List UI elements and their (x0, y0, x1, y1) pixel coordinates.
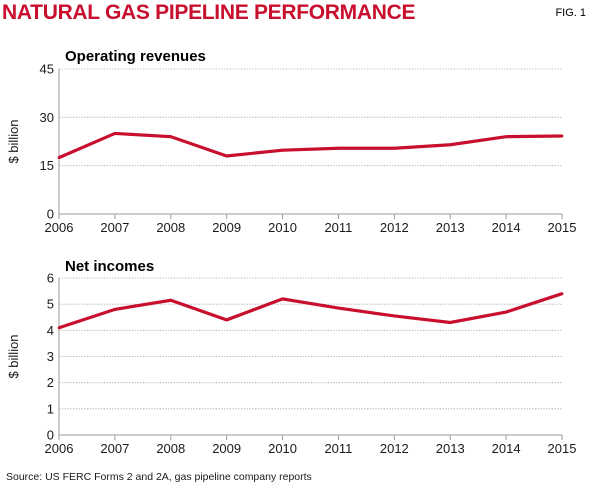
revenue-y-tick-label: 0 (47, 207, 54, 222)
net-income-y-tick-label: 5 (47, 297, 54, 312)
net-income-y-tick-label: 4 (47, 323, 54, 338)
net-income-x-tick-label: 2011 (324, 441, 352, 456)
net-income-x-tick-label: 2008 (156, 441, 185, 456)
net-income-data-point (169, 298, 173, 302)
net-income-data-point (57, 326, 61, 330)
revenue-x-tick-label: 2010 (268, 220, 297, 235)
net-income-chart-title: Net incomes (65, 258, 154, 275)
net-income-y-tick-label: 1 (47, 401, 54, 416)
net-income-x-tick-label: 2009 (212, 441, 241, 456)
revenue-x-tick-label: 2015 (548, 220, 577, 235)
net-income-data-point (448, 321, 452, 324)
net-income-data-point (504, 310, 508, 314)
net-income-data-point (337, 306, 340, 310)
net-income-data-point (392, 314, 396, 318)
revenue-data-point (169, 135, 173, 139)
revenue-data-point (225, 154, 229, 158)
source-note: Source: US FERC Forms 2 and 2A, gas pipe… (6, 471, 312, 483)
net-income-y-tick-label: 6 (47, 271, 54, 286)
revenue-x-tick-label: 2007 (100, 220, 129, 235)
revenue-chart: Operating revenues $ billion 0 15 30 45 2006 20… (6, 48, 576, 235)
figure-number: FIG. 1 (555, 7, 586, 19)
revenue-x-tick-label: 2008 (156, 220, 185, 235)
net-income-y-axis-label: $ billion (6, 334, 21, 378)
revenue-data-point (113, 132, 117, 135)
figure-title: NATURAL GAS PIPELINE PERFORMANCE (2, 1, 415, 24)
net-income-series-line (58, 292, 563, 330)
revenue-y-axis-label: $ billion (6, 119, 21, 163)
revenue-x-tick-label: 2012 (380, 220, 409, 235)
revenue-y-tick-label: 15 (40, 158, 54, 173)
revenue-data-point (281, 148, 284, 152)
revenue-x-tick-label: 2009 (212, 220, 241, 235)
revenue-data-point (560, 134, 564, 138)
net-income-x-tick-label: 2007 (100, 441, 129, 456)
revenue-x-tick-label: 2014 (492, 220, 521, 235)
net-income-chart: Net incomes $ billion 0 1 2 3 4 5 6 2006 2007 2008 2… (6, 258, 576, 456)
revenue-chart-title: Operating revenues (65, 48, 206, 65)
net-income-x-tick-label: 2014 (492, 441, 521, 456)
revenue-data-point (392, 146, 396, 150)
revenue-data-point (57, 156, 61, 160)
net-income-x-tick-label: 2012 (380, 441, 409, 456)
net-income-y-tick-label: 3 (47, 349, 54, 364)
net-income-data-point (560, 292, 564, 296)
revenue-data-point (337, 146, 340, 150)
revenue-data-point (448, 143, 452, 147)
net-income-data-point (281, 297, 284, 301)
net-income-x-tick-label: 2006 (45, 441, 74, 456)
net-income-data-point (225, 318, 229, 322)
net-income-x-tick-label: 2010 (268, 441, 297, 456)
revenue-y-tick-label: 45 (40, 62, 54, 77)
revenue-data-point (504, 135, 508, 139)
revenue-x-tick-label: 2011 (324, 220, 352, 235)
revenue-x-tick-label: 2006 (45, 220, 74, 235)
net-income-y-tick-label: 2 (47, 375, 54, 390)
revenue-x-tick-label: 2013 (436, 220, 465, 235)
net-income-data-point (113, 308, 117, 311)
revenue-y-tick-label: 30 (40, 110, 54, 125)
revenue-series-line (58, 131, 563, 160)
net-income-x-tick-label: 2013 (436, 441, 465, 456)
net-income-y-tick-label: 0 (47, 428, 54, 443)
net-income-x-tick-label: 2015 (548, 441, 577, 456)
